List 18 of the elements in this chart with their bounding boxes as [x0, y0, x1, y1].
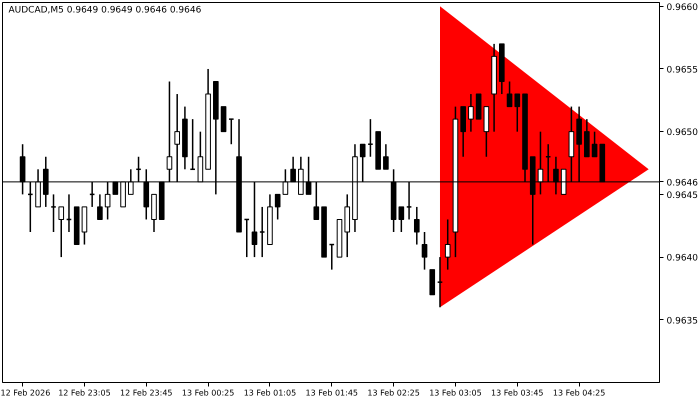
chart-title: AUDCAD,M5 0.9649 0.9649 0.9646 0.9646	[8, 6, 202, 16]
ref-line-label: 0.9646	[666, 178, 698, 188]
y-tick-label: 0.9645	[666, 190, 698, 201]
x-tick-label: 13 Feb 01:45	[306, 388, 358, 398]
y-tick-label: 0.9655	[666, 65, 698, 76]
x-tick-label: 13 Feb 04:25	[552, 388, 606, 398]
x-tick-label: 12 Feb 2026	[0, 388, 50, 398]
x-tick-label: 13 Feb 01:05	[244, 388, 296, 398]
x-tick-label: 13 Feb 03:05	[429, 388, 482, 398]
x-tick-label: 13 Feb 02:25	[367, 388, 420, 398]
x-tick-label: 12 Feb 23:05	[58, 388, 111, 398]
y-tick-label: 0.9635	[666, 316, 698, 326]
y-tick-label: 0.9640	[666, 254, 698, 264]
x-tick-label: 13 Feb 03:45	[491, 388, 544, 398]
x-tick-label: 13 Feb 00:25	[182, 388, 234, 398]
y-tick-label: 0.9660	[666, 2, 698, 13]
y-tick-label: 0.9650	[666, 128, 698, 138]
x-tick-label: 12 Feb 23:45	[120, 388, 173, 398]
